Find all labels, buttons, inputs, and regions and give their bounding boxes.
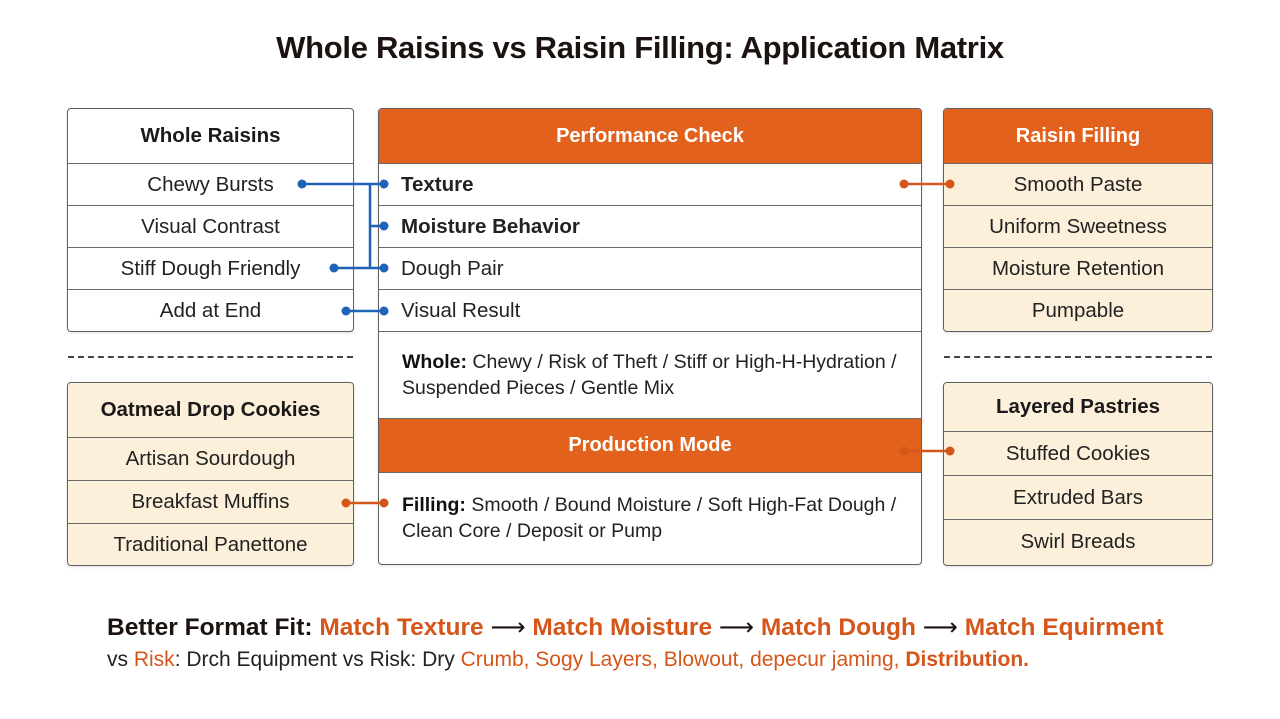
page-title: Whole Raisins vs Raisin Filling: Applica…: [276, 30, 1004, 65]
raisin-filling-panel: Raisin Filling Smooth Paste Uniform Swee…: [943, 108, 1213, 332]
raisin-filling-item: Uniform Sweetness: [944, 205, 1212, 247]
right-divider: [944, 356, 1212, 358]
risk-line-part: vs: [107, 648, 128, 671]
whole-raisins-item: Stiff Dough Friendly: [68, 247, 353, 289]
connector-dot: [899, 446, 909, 456]
whole-summary-label: Whole:: [402, 351, 467, 373]
production-mode-header: Production Mode: [379, 418, 921, 472]
performance-check-panel: Performance Check Texture Moisture Behav…: [378, 108, 922, 565]
criterion-texture: Texture: [379, 163, 921, 205]
filling-summary-row: [379, 472, 921, 564]
connector-dot: [297, 179, 307, 189]
format-fit-step: Match Equirment: [964, 614, 1164, 641]
connector-dot: [379, 179, 389, 189]
criterion-dough-pair: Dough Pair: [379, 247, 921, 289]
criterion-moisture: Moisture Behavior: [379, 205, 921, 247]
format-fit-line: Better Format Fit: Match Texture ⟶ Match…: [107, 612, 1163, 642]
whole-raisins-item: Add at End: [68, 289, 353, 331]
filling-application-item: Swirl Breads: [944, 519, 1212, 564]
whole-applications-header: Oatmeal Drop Cookies: [68, 383, 353, 437]
connector-dot: [945, 446, 955, 456]
left-divider: [68, 356, 353, 358]
raisin-filling-item: Moisture Retention: [944, 247, 1212, 289]
connector-dot: [379, 498, 389, 508]
risk-line-part: Distribution.: [905, 648, 1029, 671]
arrow-icon: ⟶: [922, 614, 958, 641]
whole-summary-text: Chewy / Risk of Theft / Stiff or High-H-…: [402, 351, 897, 399]
risk-line: vs Risk: Drch Equipment vs Risk: Dry Cru…: [107, 648, 1029, 672]
connector-dot: [899, 179, 909, 189]
risk-line-part: : Drch Equipment vs Risk: Dry: [174, 648, 455, 671]
format-fit-step: Match Texture: [319, 614, 484, 641]
filling-application-item: Extruded Bars: [944, 475, 1212, 519]
filling-summary-label: Filling:: [402, 494, 466, 516]
filling-summary: Filling: Smooth / Bound Moisture / Soft …: [402, 492, 902, 544]
connector-dot: [379, 263, 389, 273]
whole-summary-row: [379, 331, 921, 418]
whole-application-item: Traditional Panettone: [68, 523, 353, 565]
raisin-filling-item: Smooth Paste: [944, 163, 1212, 205]
connector-dot: [379, 306, 389, 316]
filling-applications-header: Layered Pastries: [944, 383, 1212, 431]
whole-application-item: Artisan Sourdough: [68, 437, 353, 480]
raisin-filling-header: Raisin Filling: [944, 109, 1212, 163]
connector-dot: [341, 498, 351, 508]
whole-summary: Whole: Chewy / Risk of Theft / Stiff or …: [402, 349, 902, 401]
performance-check-header: Performance Check: [379, 109, 921, 163]
format-fit-step: Match Moisture: [532, 614, 713, 641]
whole-raisins-item: Chewy Bursts: [68, 163, 353, 205]
connector-dot: [329, 263, 339, 273]
arrow-icon: ⟶: [718, 614, 755, 641]
connector-dot: [945, 179, 955, 189]
whole-raisins-item: Visual Contrast: [68, 205, 353, 247]
risk-line-part: Crumb, Sogy Layers, Blowout, depecur jam…: [460, 648, 900, 671]
raisin-filling-item: Pumpable: [944, 289, 1212, 331]
risk-line-part: Risk: [133, 648, 175, 671]
filling-summary-text: Smooth / Bound Moisture / Soft High-Fat …: [402, 494, 897, 542]
filling-application-item: Stuffed Cookies: [944, 431, 1212, 475]
connector-dot: [379, 221, 389, 231]
whole-raisins-panel: Whole Raisins Chewy Bursts Visual Contra…: [67, 108, 354, 332]
format-fit-step: Match Dough: [760, 614, 916, 641]
connector-dot: [341, 306, 351, 316]
whole-raisins-header: Whole Raisins: [140, 124, 281, 147]
criterion-visual-result: Visual Result: [379, 289, 921, 331]
whole-applications-panel: Oatmeal Drop Cookies Artisan Sourdough B…: [67, 382, 354, 566]
whole-application-item: Breakfast Muffins: [68, 480, 353, 523]
arrow-icon: ⟶: [490, 614, 526, 641]
format-fit-lead: Better Format Fit:: [107, 614, 313, 641]
filling-applications-panel: Layered Pastries Stuffed Cookies Extrude…: [943, 382, 1213, 566]
